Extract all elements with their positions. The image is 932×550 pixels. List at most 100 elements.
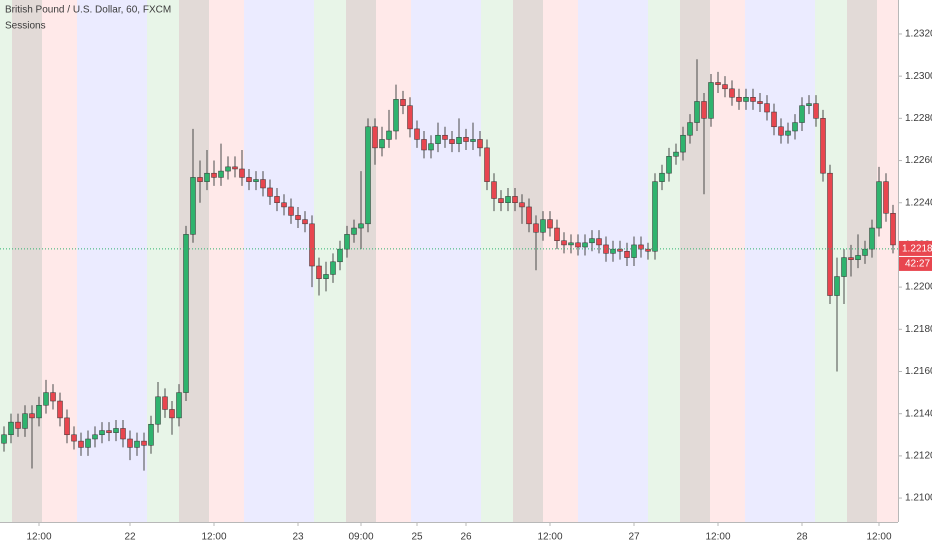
candle-body (862, 248, 868, 256)
candle-body (64, 417, 70, 436)
candle-body (715, 82, 721, 85)
candle-body (435, 134, 441, 144)
candle-body (197, 177, 203, 182)
y-tick-label: 1.22000 (905, 282, 932, 293)
candle-body (71, 434, 77, 442)
candle-body (778, 126, 784, 136)
candle-body (708, 82, 714, 119)
candle-body (8, 421, 14, 436)
candle-body (253, 179, 259, 182)
candle-body (799, 105, 805, 123)
candle-body (190, 177, 196, 235)
candle-body (15, 421, 21, 429)
x-tick-label: 22 (124, 532, 136, 543)
y-tick-label: 1.22800 (905, 113, 932, 124)
session-band (680, 0, 710, 522)
y-tick-label: 1.21600 (905, 366, 932, 377)
candle-body (498, 198, 504, 203)
y-tick-label: 1.21200 (905, 451, 932, 462)
candle-body (694, 101, 700, 123)
candle-body (232, 166, 238, 170)
candle-body (1, 434, 7, 444)
candle-body (666, 156, 672, 174)
candle-body (554, 227, 560, 241)
candle-body (659, 172, 665, 182)
candle-body (806, 103, 812, 106)
candle-body (477, 139, 483, 149)
candle-body (631, 244, 637, 258)
session-band (648, 0, 680, 522)
x-tick-label: 12:00 (705, 532, 730, 543)
y-tick-label: 1.21000 (905, 493, 932, 504)
candle-body (505, 196, 511, 203)
candle-body (680, 134, 686, 153)
candle-body (22, 413, 28, 429)
candle-body (589, 238, 595, 244)
candle-body (890, 213, 896, 246)
session-band (847, 0, 877, 522)
candle-body (757, 101, 763, 104)
candle-body (204, 172, 210, 182)
candle-body (337, 248, 343, 263)
candle-body (309, 223, 315, 267)
y-tick-label: 1.21800 (905, 324, 932, 335)
session-band (745, 0, 815, 522)
candle-body (169, 409, 175, 419)
last-price-label: 1.22181 (902, 244, 932, 255)
y-tick-label: 1.23000 (905, 71, 932, 82)
x-tick-label: 25 (411, 532, 423, 543)
candle-body (463, 137, 469, 142)
y-tick-label: 1.21400 (905, 408, 932, 419)
candle-body (820, 118, 826, 174)
candle-body (673, 151, 679, 157)
candle-body (358, 223, 364, 229)
session-band (346, 0, 376, 522)
candle-body (288, 206, 294, 216)
session-band (481, 0, 513, 522)
candle-body (491, 181, 497, 199)
candle-body (260, 179, 266, 189)
candle-body (344, 234, 350, 250)
candle-body (687, 122, 693, 136)
candle-body (421, 139, 427, 151)
x-tick-label: 09:00 (348, 532, 373, 543)
candle-body (365, 126, 371, 225)
candle-body (834, 276, 840, 296)
candle-body (393, 99, 399, 132)
candle-body (638, 244, 644, 250)
candle-body (729, 88, 735, 98)
candle-body (547, 219, 553, 229)
candle-body (225, 166, 231, 172)
candle-body (183, 234, 189, 393)
candle-body (736, 96, 742, 102)
candle-body (323, 274, 329, 279)
candle-body (267, 187, 273, 197)
candle-body (29, 413, 35, 419)
chart-title: British Pound / U.S. Dollar, 60, FXCM (5, 5, 171, 16)
candle-body (813, 103, 819, 119)
candle-body (519, 202, 525, 208)
last-price-box (899, 240, 932, 256)
candle-body (57, 400, 63, 419)
candle-body (211, 172, 217, 178)
candle-body (85, 438, 91, 448)
candle-body (701, 101, 707, 119)
candle-body (484, 147, 490, 182)
candle-body (617, 248, 623, 252)
session-band (877, 0, 898, 522)
candle-body (50, 392, 56, 402)
session-band (513, 0, 543, 522)
candle-body (239, 168, 245, 178)
candle-body (568, 242, 574, 246)
candle-body (407, 105, 413, 130)
candle-body (92, 434, 98, 440)
candle-body (848, 257, 854, 260)
candle-body (134, 440, 140, 448)
candle-body (533, 223, 539, 233)
x-tick-label: 23 (292, 532, 304, 543)
candle-body (176, 392, 182, 419)
x-tick-label: 12:00 (537, 532, 562, 543)
candle-body (113, 428, 119, 433)
candle-body (827, 172, 833, 296)
